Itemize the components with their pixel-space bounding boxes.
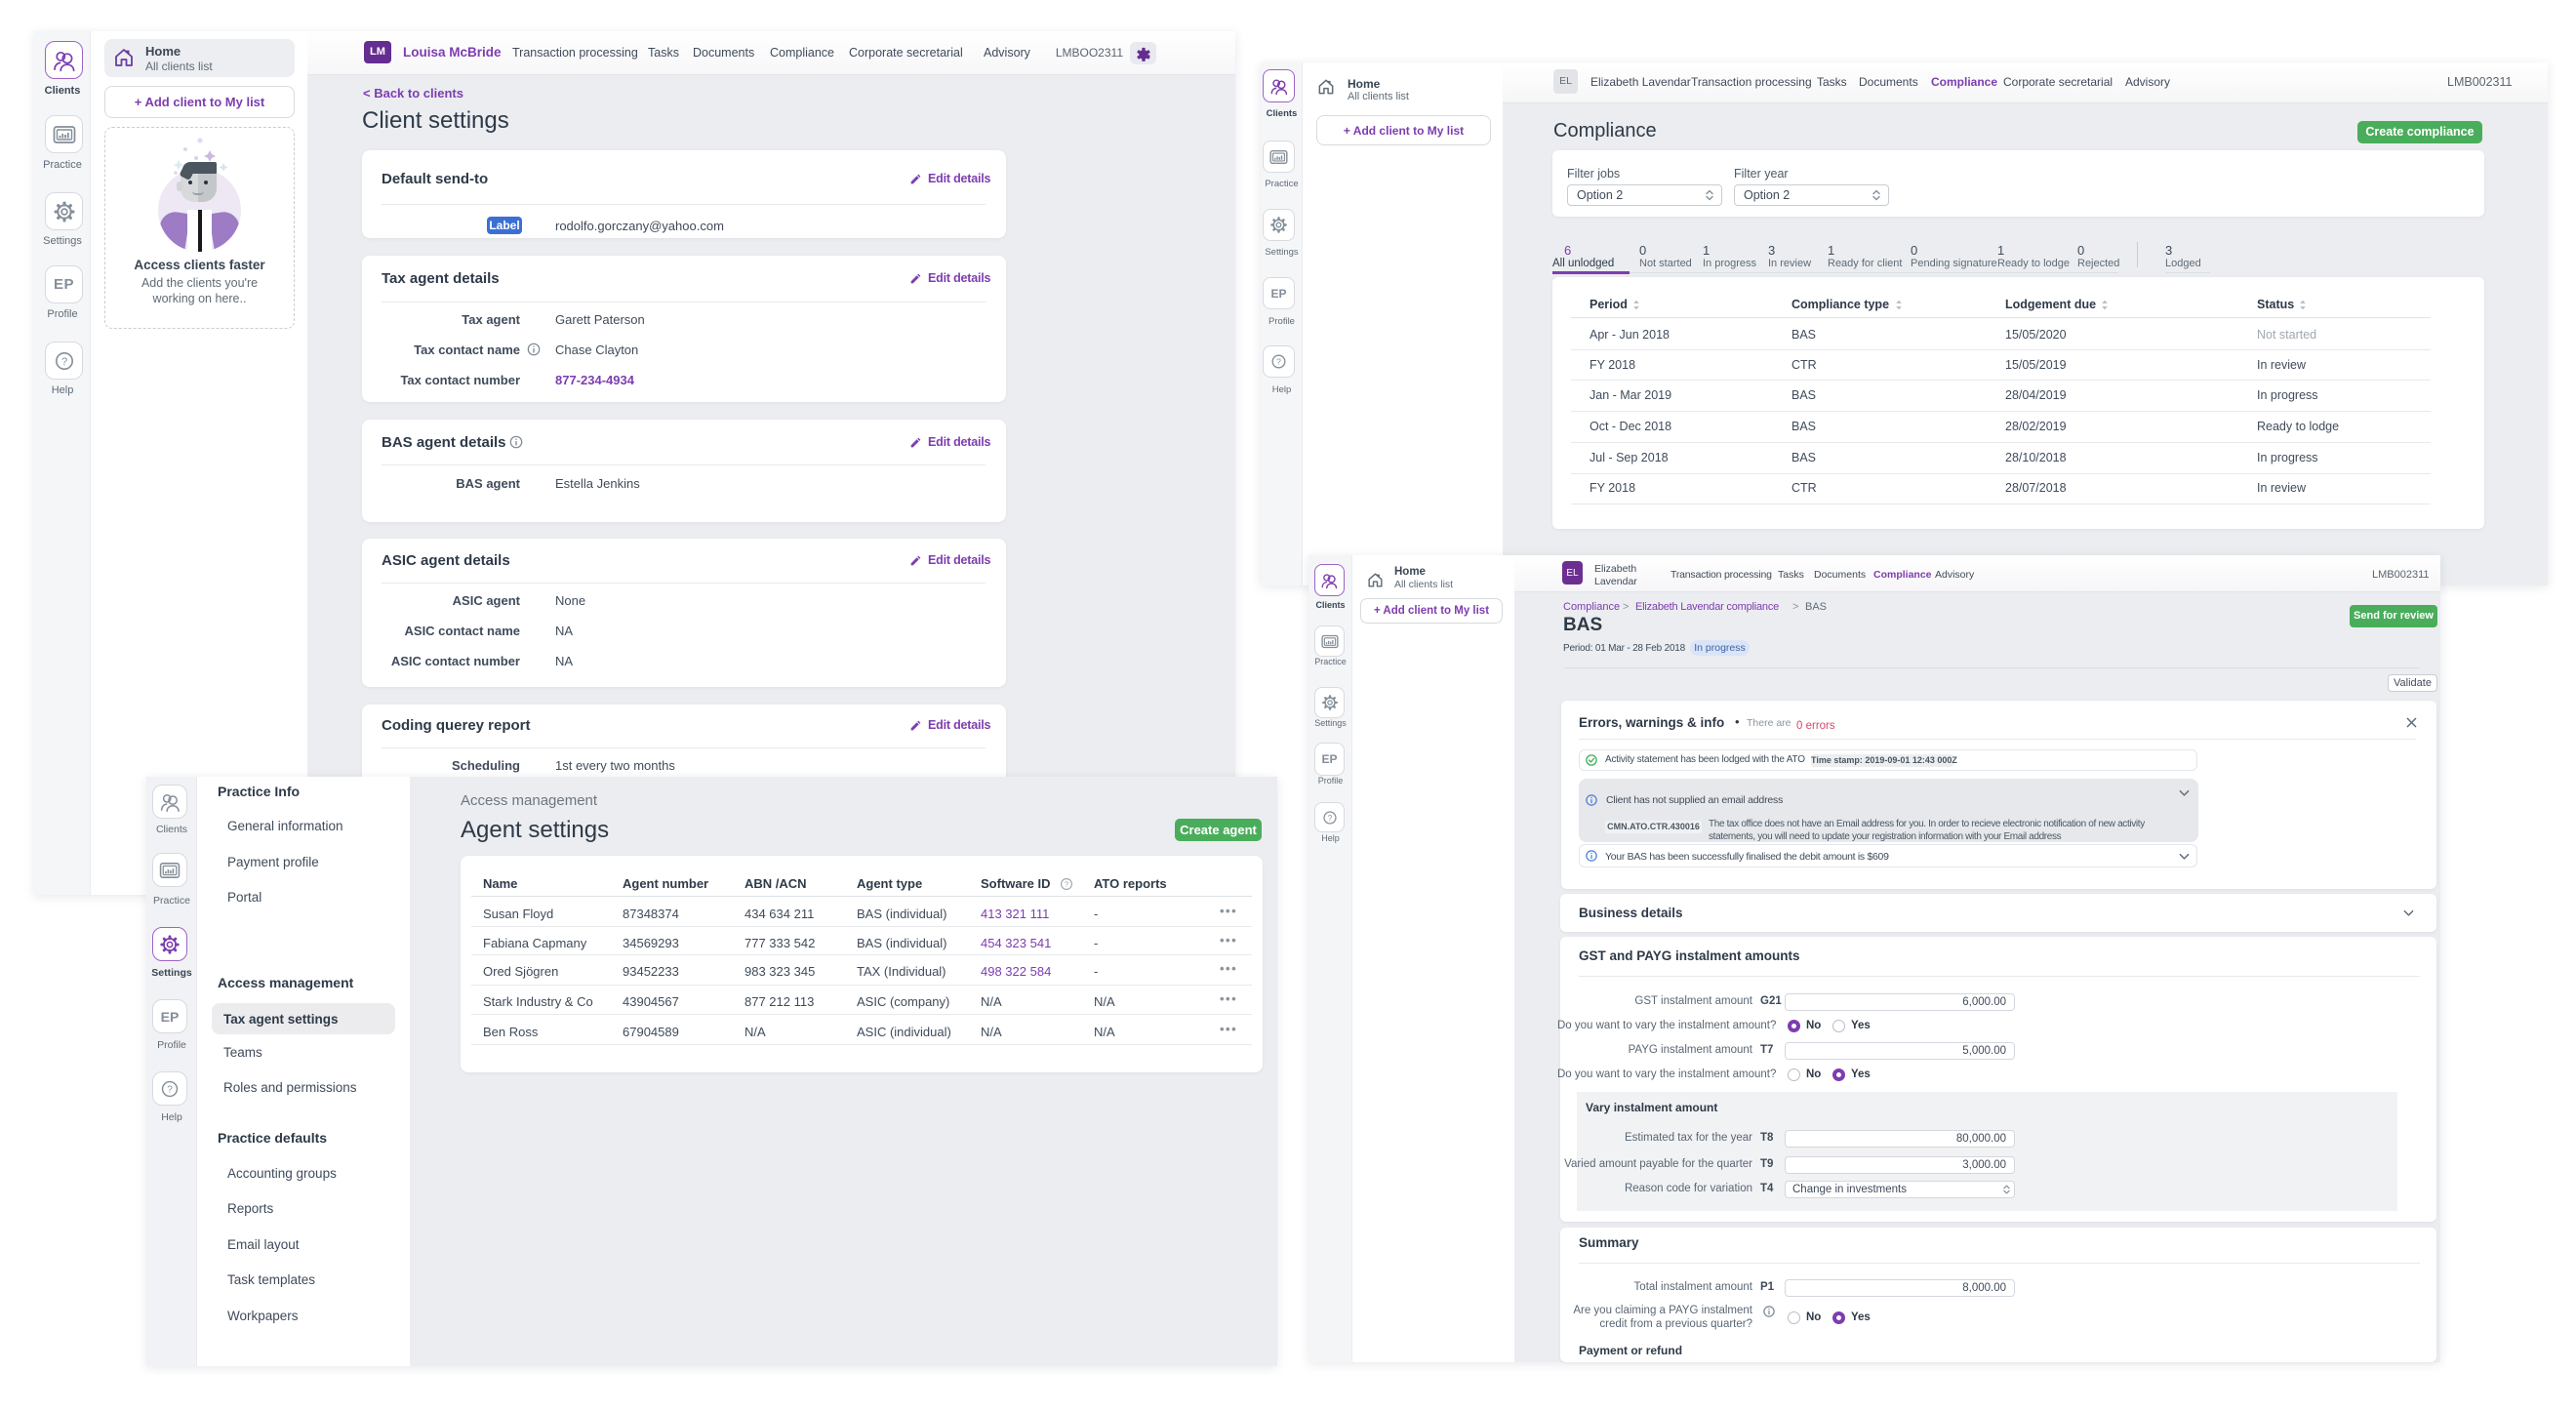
svg-text:?: ? bbox=[167, 1084, 173, 1095]
svg-text:?: ? bbox=[1065, 880, 1068, 889]
svg-text:?: ? bbox=[1327, 813, 1332, 822]
svg-text:?: ? bbox=[1276, 357, 1281, 367]
svg-text:?: ? bbox=[60, 356, 66, 368]
